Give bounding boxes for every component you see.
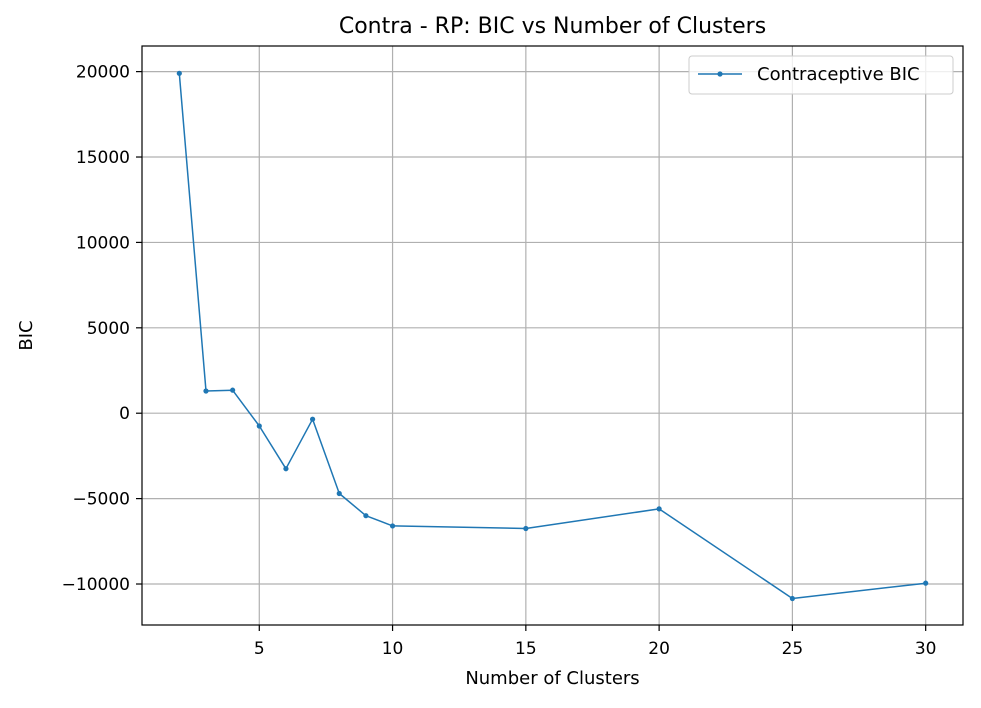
data-point bbox=[309, 416, 316, 422]
y-tick-label: 5000 bbox=[87, 319, 130, 339]
y-tick-label: 15000 bbox=[76, 148, 130, 168]
y-tick-label: −10000 bbox=[62, 575, 130, 595]
data-point bbox=[203, 388, 209, 394]
x-tick-label: 15 bbox=[515, 639, 537, 659]
plot-frame bbox=[141, 45, 964, 626]
y-tick-label: 20000 bbox=[76, 63, 130, 83]
series-layer bbox=[176, 70, 929, 602]
data-point bbox=[256, 423, 262, 429]
y-tick-label: 0 bbox=[119, 404, 130, 424]
chart-title: Contra - RP: BIC vs Number of Clusters bbox=[339, 14, 766, 39]
legend-marker bbox=[717, 71, 723, 77]
x-tick-label: 20 bbox=[648, 639, 670, 659]
data-point bbox=[363, 513, 369, 519]
x-tick-label: 5 bbox=[254, 639, 265, 659]
data-point bbox=[523, 525, 529, 532]
legend-label-contraceptive-bic: Contraceptive BIC bbox=[757, 64, 920, 85]
data-point bbox=[656, 506, 662, 512]
y-tick-label: 10000 bbox=[76, 233, 130, 253]
data-point bbox=[230, 387, 236, 393]
ticks: 5 10 15 20 25 30 −10000 −5000 0 5000 10000 15000 200… bbox=[62, 63, 937, 659]
data-point bbox=[389, 523, 396, 529]
data-point bbox=[336, 490, 342, 497]
legend: Contraceptive BIC bbox=[688, 55, 954, 95]
x-axis-label: Number of Clusters bbox=[465, 668, 639, 689]
legend-box bbox=[688, 55, 954, 95]
data-point bbox=[176, 70, 182, 76]
x-tick-label: 25 bbox=[782, 639, 804, 659]
x-tick-label: 10 bbox=[382, 639, 404, 659]
data-point bbox=[789, 595, 796, 602]
data-point bbox=[923, 580, 929, 586]
y-axis-label: BIC bbox=[16, 320, 37, 350]
x-tick-label: 30 bbox=[915, 639, 937, 659]
data-point bbox=[283, 466, 289, 472]
y-tick-label: −5000 bbox=[72, 490, 130, 510]
